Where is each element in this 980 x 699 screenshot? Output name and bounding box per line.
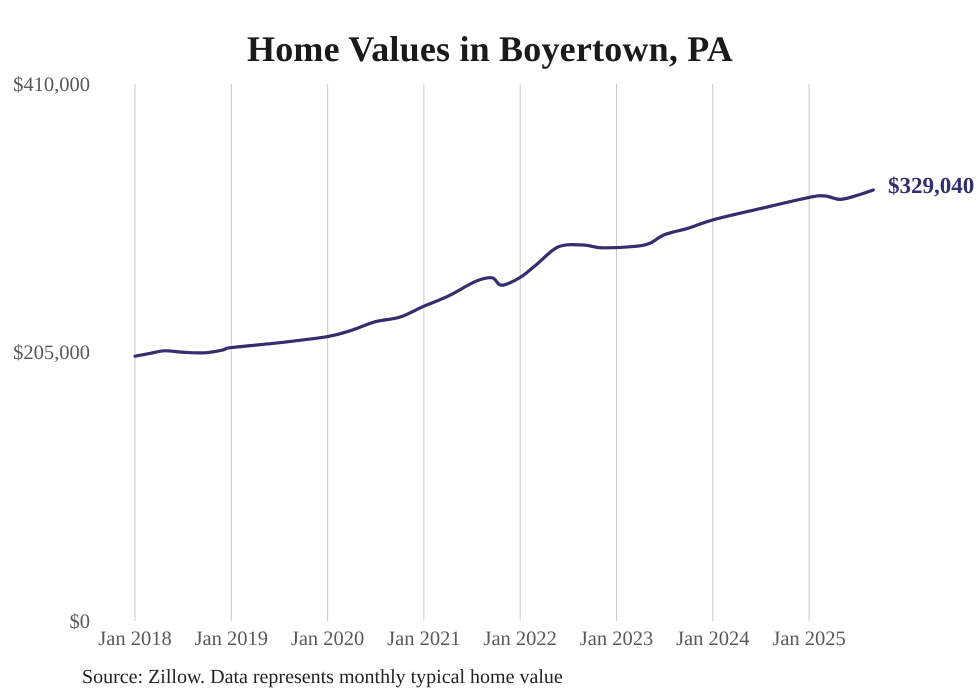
svg-text:$0: $0 <box>70 611 91 633</box>
svg-text:Jan 2020: Jan 2020 <box>291 628 364 650</box>
svg-text:Jan 2019: Jan 2019 <box>195 628 268 650</box>
svg-text:Jan 2018: Jan 2018 <box>98 628 171 650</box>
svg-text:Jan 2025: Jan 2025 <box>772 628 845 650</box>
svg-text:Jan 2021: Jan 2021 <box>387 628 460 650</box>
svg-text:Jan 2023: Jan 2023 <box>580 628 653 650</box>
svg-text:$410,000: $410,000 <box>13 74 90 96</box>
svg-text:$205,000: $205,000 <box>13 342 90 364</box>
svg-text:Jan 2024: Jan 2024 <box>676 628 749 650</box>
svg-text:Jan 2022: Jan 2022 <box>483 628 556 650</box>
svg-text:$329,040: $329,040 <box>888 173 974 198</box>
